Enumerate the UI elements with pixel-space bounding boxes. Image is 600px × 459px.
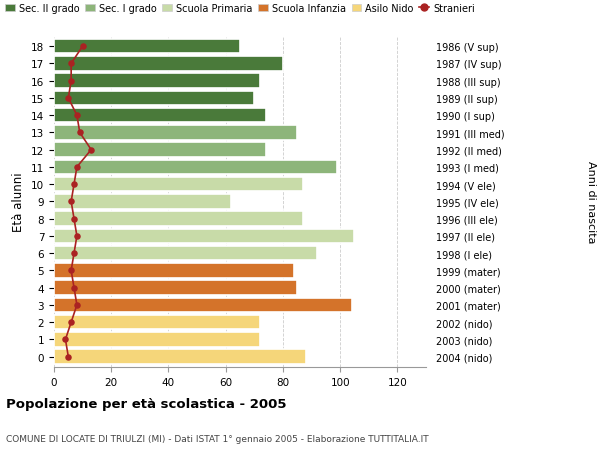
Point — [67, 267, 76, 274]
Point — [69, 215, 79, 223]
Point — [86, 147, 96, 154]
Point — [67, 319, 76, 326]
Point — [64, 353, 73, 361]
Bar — [54, 315, 260, 330]
Bar — [54, 109, 266, 123]
Point — [69, 250, 79, 257]
Bar — [54, 195, 232, 209]
Bar — [54, 57, 283, 72]
Bar — [54, 246, 317, 261]
Point — [78, 44, 88, 51]
Bar — [54, 40, 240, 54]
Point — [69, 181, 79, 188]
Bar — [54, 126, 297, 140]
Point — [72, 233, 82, 240]
Y-axis label: Età alunni: Età alunni — [13, 172, 25, 232]
Point — [72, 164, 82, 171]
Point — [72, 112, 82, 120]
Point — [69, 284, 79, 292]
Point — [75, 129, 85, 137]
Bar — [54, 263, 295, 278]
Legend: Sec. II grado, Sec. I grado, Scuola Primaria, Scuola Infanzia, Asilo Nido, Stran: Sec. II grado, Sec. I grado, Scuola Prim… — [5, 4, 475, 14]
Bar — [54, 332, 260, 347]
Point — [67, 61, 76, 68]
Bar — [54, 178, 303, 192]
Text: Anni di nascita: Anni di nascita — [586, 161, 596, 243]
Point — [64, 95, 73, 102]
Point — [61, 336, 70, 343]
Bar — [54, 143, 266, 157]
Text: COMUNE DI LOCATE DI TRIULZI (MI) - Dati ISTAT 1° gennaio 2005 - Elaborazione TUT: COMUNE DI LOCATE DI TRIULZI (MI) - Dati … — [6, 434, 428, 443]
Bar — [54, 350, 306, 364]
Bar — [54, 298, 352, 313]
Bar — [54, 212, 303, 226]
Bar — [54, 229, 355, 244]
Point — [67, 198, 76, 206]
Bar — [54, 91, 254, 106]
Point — [72, 302, 82, 309]
Text: Popolazione per età scolastica - 2005: Popolazione per età scolastica - 2005 — [6, 397, 287, 410]
Bar — [54, 281, 297, 295]
Point — [67, 78, 76, 85]
Bar — [54, 74, 260, 89]
Bar — [54, 160, 337, 175]
